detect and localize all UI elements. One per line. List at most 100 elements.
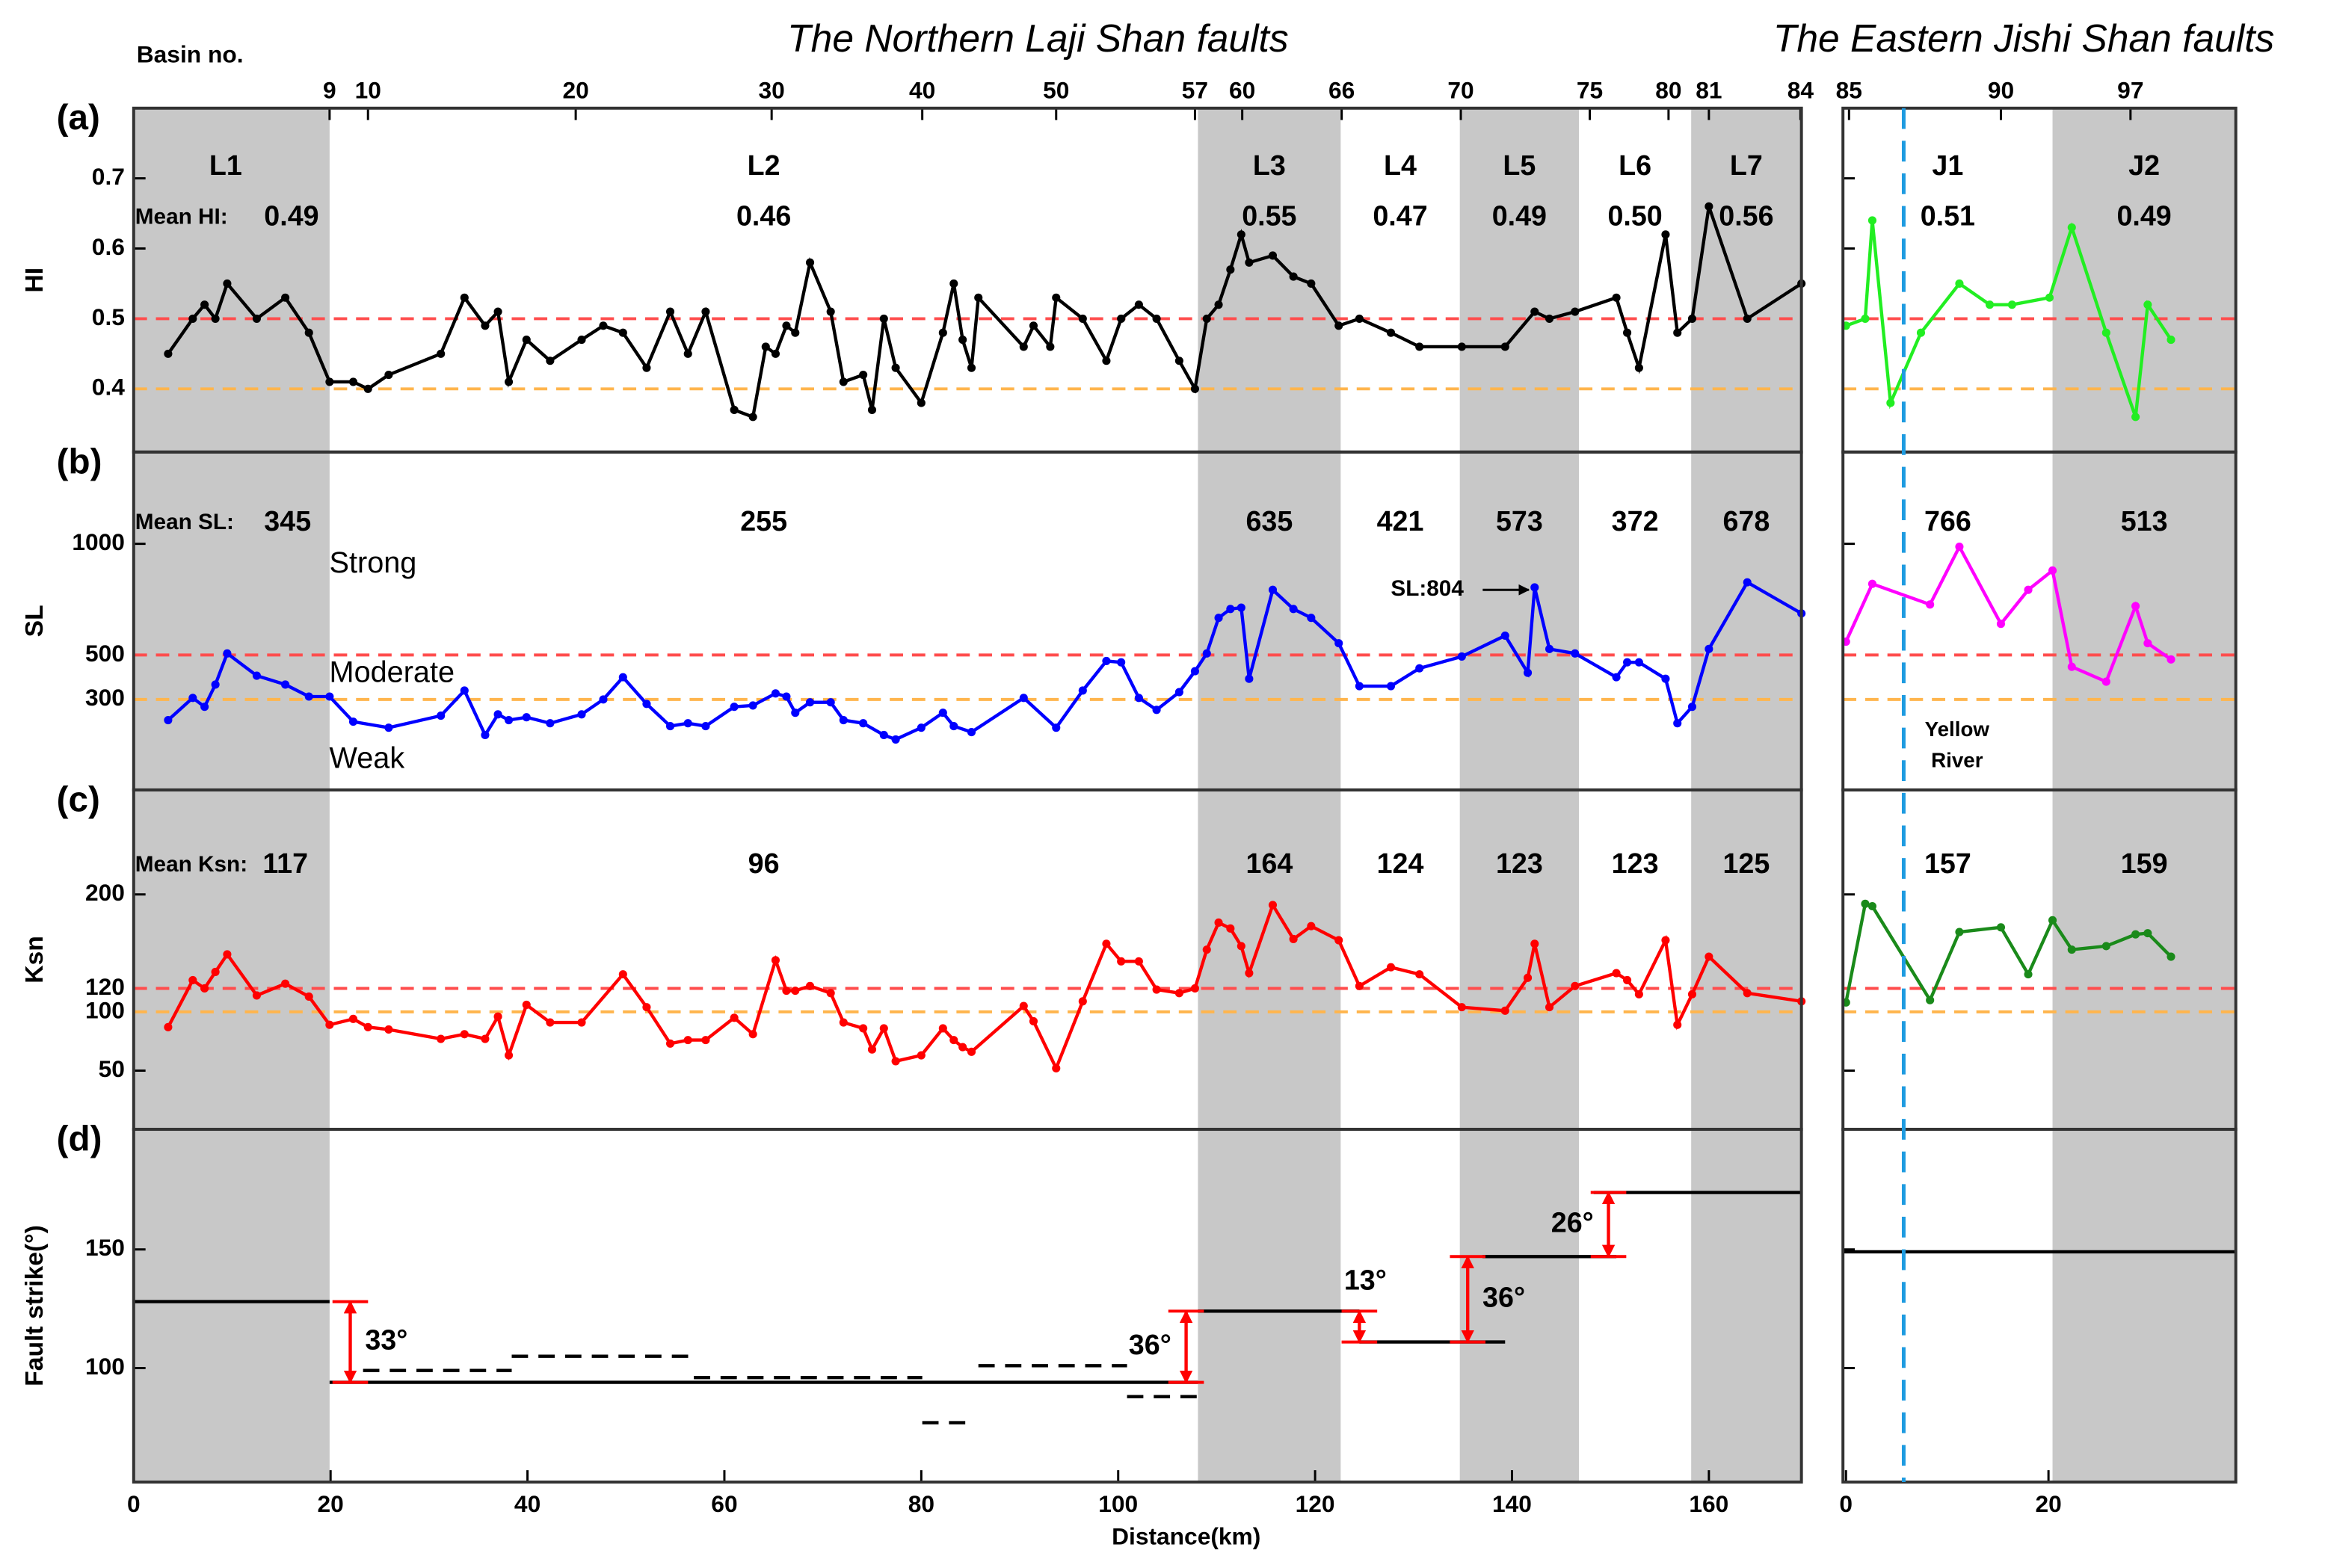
- data-point: [826, 989, 835, 998]
- data-point: [546, 719, 555, 728]
- y-tick-label: 100: [85, 996, 125, 1023]
- y-tick-label: 120: [85, 973, 125, 1000]
- zone-label: Strong: [330, 546, 417, 579]
- data-point: [1237, 603, 1245, 612]
- data-point: [211, 680, 220, 689]
- mean-value: 0.47: [1373, 200, 1427, 231]
- data-point: [805, 258, 815, 267]
- mean-value: 0.49: [2116, 200, 2171, 231]
- data-point: [867, 1045, 877, 1054]
- mean-value: 766: [1924, 505, 1971, 537]
- data-point: [188, 694, 197, 703]
- data-point: [2067, 662, 2076, 671]
- data-point: [839, 1018, 848, 1027]
- data-point: [859, 370, 868, 380]
- mean-value: 372: [1612, 505, 1659, 537]
- data-point: [1052, 723, 1061, 732]
- data-point: [281, 293, 290, 302]
- data-point: [1661, 674, 1670, 683]
- data-point: [1705, 202, 1713, 211]
- data-point: [200, 984, 209, 993]
- mean-value: 123: [1496, 848, 1543, 879]
- data-point: [437, 712, 446, 720]
- data-point: [665, 722, 675, 731]
- x-tick-label: 20: [318, 1490, 344, 1517]
- basin-tick-label: 90: [1988, 76, 2014, 103]
- basin-axis-label: Basin no.: [137, 41, 244, 68]
- segment-name: L4: [1384, 149, 1417, 181]
- data-point: [1019, 342, 1028, 351]
- data-point: [1214, 918, 1223, 927]
- data-point: [1673, 328, 1682, 337]
- x-tick-label: 120: [1296, 1490, 1335, 1517]
- data-point: [958, 1043, 967, 1052]
- data-point: [577, 336, 586, 345]
- data-point: [1029, 1016, 1038, 1026]
- data-point: [642, 700, 651, 709]
- data-point: [200, 703, 209, 712]
- x-axis-label: Distance(km): [1112, 1523, 1260, 1550]
- data-point: [1612, 293, 1621, 302]
- data-point: [493, 307, 502, 316]
- data-point: [1524, 668, 1533, 677]
- data-point: [967, 728, 976, 737]
- mean-value: 125: [1723, 848, 1770, 879]
- data-point: [1415, 342, 1424, 351]
- data-point: [1673, 719, 1682, 728]
- data-point: [2007, 300, 2016, 309]
- data-point: [1355, 981, 1364, 990]
- data-point: [1743, 989, 1752, 998]
- mean-value: 0.49: [264, 200, 318, 231]
- basin-tick-label: 97: [2117, 76, 2143, 103]
- data-point: [164, 715, 173, 725]
- data-point: [730, 1013, 739, 1022]
- data-point: [1268, 585, 1278, 594]
- data-point: [188, 314, 197, 323]
- data-point: [2045, 293, 2054, 302]
- mean-value: 0.56: [1719, 200, 1773, 231]
- side-title: The Eastern Jishi Shan faults: [1773, 16, 2274, 60]
- data-point: [2048, 916, 2057, 925]
- data-point: [1916, 328, 1926, 337]
- x-tick-label: 20: [2035, 1490, 2061, 1517]
- angle-label: 26°: [1551, 1206, 1594, 1238]
- data-point: [917, 398, 926, 407]
- basin-tick-label: 66: [1328, 76, 1355, 103]
- data-point: [281, 680, 290, 689]
- data-point: [252, 991, 261, 1000]
- data-point: [1986, 300, 1995, 309]
- data-point: [1078, 686, 1087, 695]
- data-point: [1190, 667, 1199, 676]
- data-point: [2143, 929, 2152, 938]
- y-tick-label: 1000: [72, 528, 125, 555]
- data-point: [1307, 279, 1316, 288]
- y-axis-label: Ksn: [20, 936, 49, 984]
- data-point: [917, 723, 926, 732]
- data-point: [1530, 307, 1539, 316]
- data-point: [2048, 566, 2057, 575]
- data-point: [1530, 939, 1539, 948]
- angle-label: 13°: [1344, 1264, 1387, 1295]
- basin-tick-label: 10: [355, 76, 381, 103]
- river-label: Yellow: [1925, 717, 1990, 741]
- data-point: [1355, 682, 1364, 691]
- data-point: [1289, 934, 1298, 944]
- data-point: [701, 1036, 710, 1045]
- segment-name: L6: [1619, 149, 1651, 181]
- data-point: [348, 377, 358, 386]
- data-point: [363, 1022, 372, 1031]
- mean-value: 421: [1377, 505, 1424, 537]
- data-point: [967, 363, 976, 372]
- series-line: [167, 206, 1802, 419]
- segment-name: L2: [748, 149, 780, 181]
- data-point: [1500, 631, 1509, 641]
- mean-value: 345: [264, 505, 311, 537]
- shaded-zone: [2052, 108, 2236, 1482]
- data-point: [891, 1057, 900, 1066]
- data-point: [791, 709, 800, 717]
- data-point: [1152, 706, 1161, 714]
- data-point: [949, 1036, 958, 1045]
- data-point: [1500, 1006, 1509, 1015]
